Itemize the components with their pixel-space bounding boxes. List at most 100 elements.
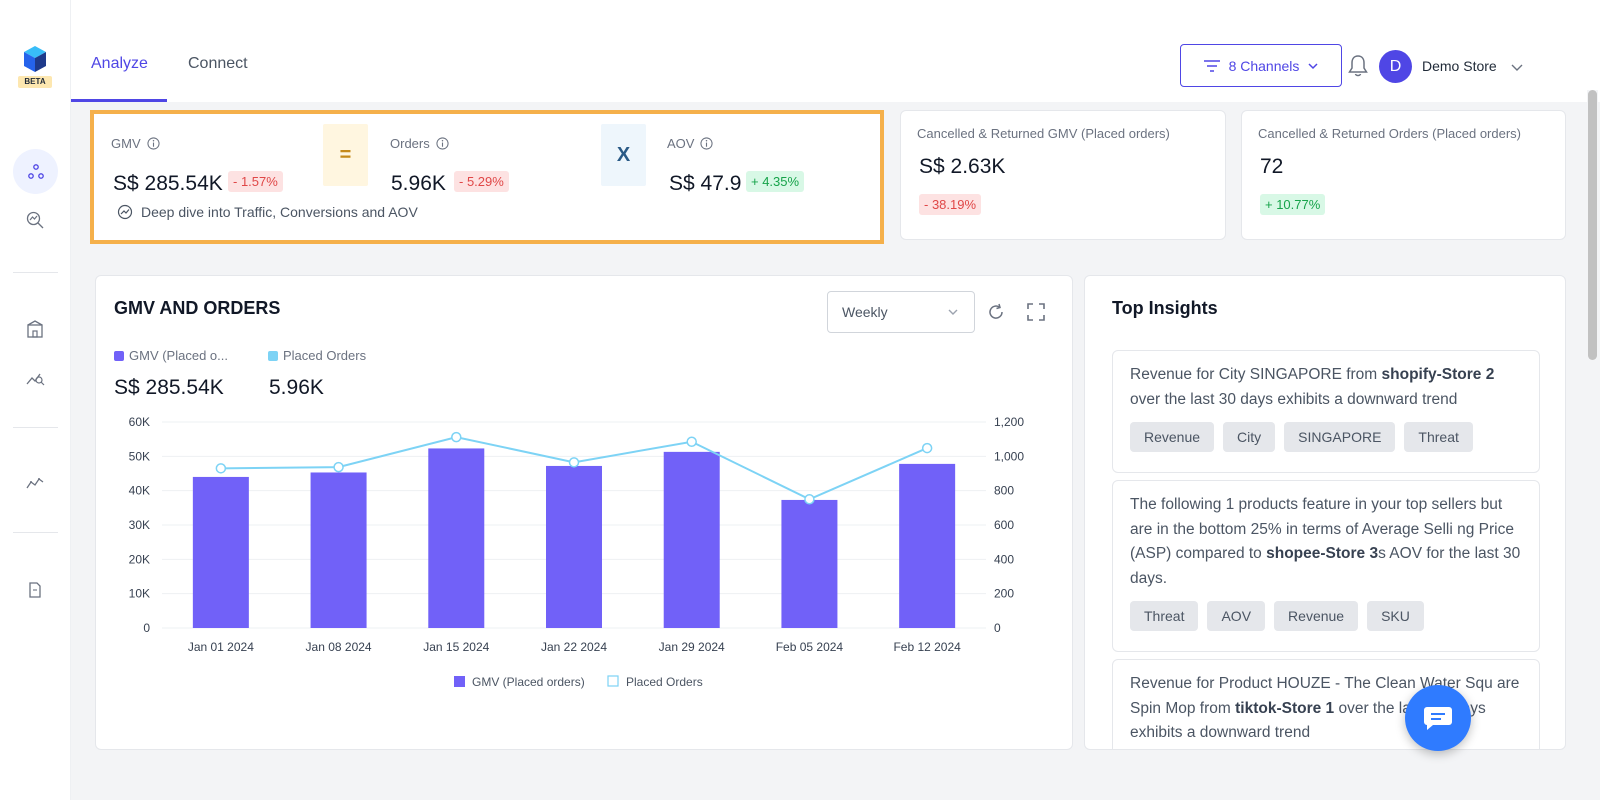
y-right-tick-label: 1,000 [994,449,1024,463]
insight-tags: Threat AOV Revenue SKU [1130,601,1522,631]
gmv-change-badge: - 1.57% [228,171,283,192]
cancelled-orders-change-badge: + 10.77% [1260,194,1326,215]
chevron-down-icon[interactable] [1508,58,1526,76]
x-tick-label: Feb 12 2024 [893,640,961,654]
gmv-bar [192,476,249,628]
chart-title: GMV AND ORDERS [114,298,281,318]
refresh-icon[interactable] [986,302,1006,322]
orders-point [215,463,227,474]
insight-text-part: s AOV for the last 30 days. [1130,545,1521,587]
y-right-tick-label: 800 [994,484,1014,498]
chat-button[interactable] [1405,685,1471,751]
sidebar-divider [13,427,58,428]
insight-item[interactable]: Revenue for City SINGAPORE from shopify-… [1112,350,1540,473]
insight-tags: Revenue City SINGAPORE Threat [1130,422,1522,452]
trend-search-icon [26,373,45,386]
tab-connect[interactable]: Connect [188,55,248,72]
aov-change-badge: + 4.35% [746,171,805,192]
scrollbar-thumb[interactable] [1588,90,1597,360]
period-select[interactable]: Weekly [827,291,975,333]
x-tick-label: Jan 15 2024 [423,640,489,654]
beta-badge: BETA [18,76,52,88]
legend-orders-swatch [607,675,619,687]
app-logo[interactable]: BETA [18,46,52,90]
multiply-operator: X [601,124,646,186]
orders-point [333,461,344,473]
insight-store-name: shopify-Store 2 [1381,366,1495,383]
gmv-bar [781,499,838,628]
document-icon [29,582,41,598]
orders-change-badge: - 5.29% [454,171,509,192]
sidebar-item-stores[interactable] [22,316,48,342]
gmv-bar [546,465,602,628]
y-left-tick-label: 20K [129,552,150,566]
tag[interactable]: Revenue [1130,422,1215,452]
x-tick-label: Jan 22 2024 [541,640,607,654]
cancelled-gmv-card: Cancelled & Returned GMV (Placed orders)… [900,110,1226,240]
chat-bubble-icon [1424,707,1452,730]
channels-filter-button[interactable]: 8 Channels [1180,44,1342,87]
info-icon[interactable] [147,137,160,150]
gmv-series-summary: GMV (Placed o... [114,348,228,363]
y-left-tick-label: 10K [129,587,150,601]
gmv-label: GMV [111,136,160,151]
y-left-tick-label: 40K [129,484,150,498]
insight-store-name: shopee-Store 3 [1266,545,1379,562]
tab-analyze[interactable]: Analyze [91,55,148,72]
info-icon[interactable] [436,137,449,150]
sidebar-item-documents[interactable] [22,577,48,603]
aov-value: S$ 47.9 [669,172,742,195]
y-left-tick-label: 0 [143,621,150,635]
tag[interactable]: Revenue [1274,601,1359,631]
sidebar-divider [13,272,58,273]
cancelled-gmv-change-badge: - 38.19% [919,194,982,215]
tag[interactable]: SKU [1367,601,1424,631]
insight-item[interactable]: Revenue for Product HOUZE - The Clean Wa… [1112,659,1540,749]
sidebar-item-trends[interactable] [22,365,48,391]
tag[interactable]: Threat [1404,422,1473,452]
orders-point [921,442,933,454]
orders-series-name: Placed Orders [283,348,367,363]
nodes-icon [27,163,44,179]
gmv-series-name: GMV (Placed o... [129,348,228,363]
tag[interactable]: City [1223,422,1276,452]
x-tick-label: Feb 05 2024 [776,640,844,654]
cancelled-orders-card: Cancelled & Returned Orders (Placed orde… [1241,110,1566,240]
insight-text: Revenue for City SINGAPORE from shopify-… [1130,363,1522,412]
cube-logo-icon [24,46,46,72]
user-avatar[interactable]: D [1379,50,1412,83]
insight-text-part: Revenue for City SINGAPORE from [1130,366,1382,383]
orders-label: Orders [390,136,449,151]
notification-bell-icon[interactable] [1345,53,1371,79]
aov-label-text: AOV [667,136,695,151]
top-insights-card: Top Insights Revenue for City SINGAPORE … [1084,275,1566,750]
y-right-tick-label: 600 [994,518,1014,532]
sidebar-item-search-insights[interactable] [22,207,48,233]
line-chart-icon [26,478,44,489]
orders-point [686,436,697,447]
gmv-orders-chart-card: GMV AND ORDERS Weekly GMV (Placed o... S… [95,275,1073,750]
deep-dive-link[interactable]: Deep dive into Traffic, Conversions and … [117,204,418,220]
y-right-tick-label: 1,200 [994,415,1024,429]
insight-item[interactable]: The following 1 products feature in your… [1112,480,1540,652]
x-tick-label: Jan 01 2024 [188,640,254,654]
tag[interactable]: AOV [1207,601,1266,631]
orders-point [804,494,815,505]
chevron-down-icon [948,309,958,315]
store-name[interactable]: Demo Store [1422,58,1497,74]
tag[interactable]: Threat [1130,601,1199,631]
y-left-tick-label: 60K [129,415,150,429]
y-right-tick-label: 400 [994,552,1014,566]
gmv-bar [899,463,956,628]
sidebar-item-reports[interactable] [22,470,48,496]
cancelled-gmv-label: Cancelled & Returned GMV (Placed orders) [917,126,1170,141]
tag[interactable]: SINGAPORE [1284,422,1396,452]
sidebar: BETA [0,0,71,800]
insight-text: The following 1 products feature in your… [1130,493,1522,591]
insight-store-name: tiktok-Store 1 [1235,699,1335,717]
page-scrollbar[interactable] [1587,90,1598,800]
sidebar-item-analytics[interactable] [13,149,58,194]
info-icon[interactable] [700,137,714,150]
orders-point [568,457,580,468]
fullscreen-icon[interactable] [1026,302,1046,322]
